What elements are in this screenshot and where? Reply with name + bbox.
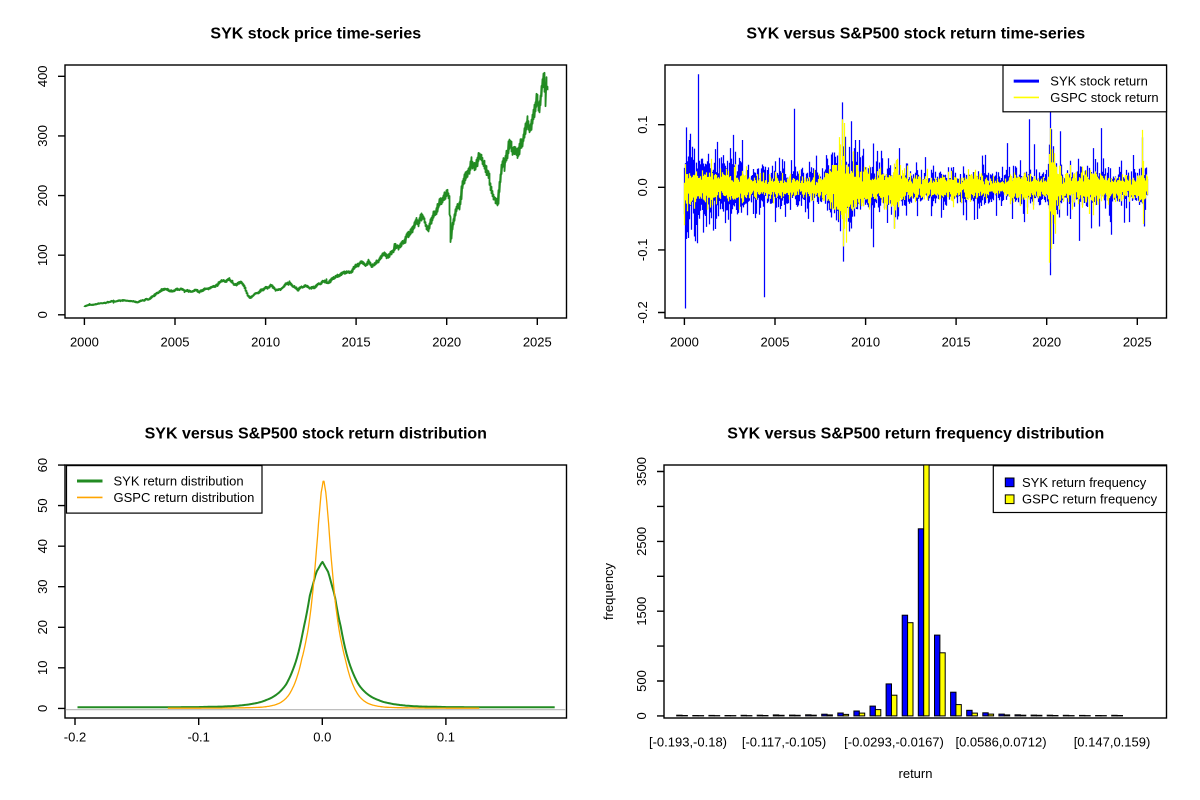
svg-text:-0.1: -0.1 <box>187 730 209 745</box>
svg-text:SYK return distribution: SYK return distribution <box>114 474 244 489</box>
svg-text:30: 30 <box>35 579 50 593</box>
svg-text:SYK stock price time-series: SYK stock price time-series <box>210 26 421 43</box>
svg-text:[-0.193,-0.18): [-0.193,-0.18) <box>649 735 727 750</box>
svg-text:0: 0 <box>35 705 50 712</box>
svg-text:2020: 2020 <box>1032 335 1061 350</box>
svg-text:-0.1: -0.1 <box>635 239 650 261</box>
svg-text:2010: 2010 <box>251 335 280 350</box>
svg-text:2015: 2015 <box>342 335 371 350</box>
svg-text:2005: 2005 <box>761 335 790 350</box>
svg-text:SYK stock return: SYK stock return <box>1050 74 1148 89</box>
svg-text:3500: 3500 <box>634 457 649 486</box>
svg-text:100: 100 <box>35 244 50 266</box>
svg-text:-0.2: -0.2 <box>635 301 650 323</box>
svg-text:0.0: 0.0 <box>313 730 331 745</box>
svg-text:0: 0 <box>35 311 50 318</box>
svg-text:2500: 2500 <box>634 527 649 556</box>
svg-text:500: 500 <box>634 670 649 692</box>
svg-text:60: 60 <box>35 458 50 472</box>
svg-text:2005: 2005 <box>161 335 190 350</box>
svg-text:GSPC stock return: GSPC stock return <box>1050 90 1158 105</box>
svg-text:GSPC return frequency: GSPC return frequency <box>1022 492 1158 507</box>
svg-text:[-0.117,-0.105): [-0.117,-0.105) <box>742 735 826 750</box>
svg-text:SYK versus S&P500 stock return: SYK versus S&P500 stock return time-seri… <box>746 26 1085 43</box>
svg-text:300: 300 <box>35 125 50 147</box>
svg-text:2025: 2025 <box>1123 335 1152 350</box>
svg-text:return: return <box>899 766 933 781</box>
svg-text:[0.0586,0.0712): [0.0586,0.0712) <box>955 735 1046 750</box>
svg-text:GSPC return distribution: GSPC return distribution <box>114 490 255 505</box>
svg-text:frequency: frequency <box>601 562 616 620</box>
svg-text:0.1: 0.1 <box>635 116 650 134</box>
svg-text:2020: 2020 <box>432 335 461 350</box>
svg-text:10: 10 <box>35 661 50 675</box>
svg-text:SYK versus S&P500 return frequ: SYK versus S&P500 return frequency distr… <box>727 426 1104 443</box>
svg-text:400: 400 <box>35 65 50 87</box>
svg-text:200: 200 <box>35 185 50 207</box>
svg-text:2000: 2000 <box>670 335 699 350</box>
svg-text:[0.147,0.159): [0.147,0.159) <box>1074 735 1151 750</box>
svg-text:0: 0 <box>634 712 649 719</box>
svg-text:0.1: 0.1 <box>437 730 455 745</box>
svg-text:[-0.0293,-0.0167): [-0.0293,-0.0167) <box>844 735 944 750</box>
svg-text:SYK return frequency: SYK return frequency <box>1022 475 1147 490</box>
svg-text:50: 50 <box>35 498 50 512</box>
svg-text:40: 40 <box>35 539 50 553</box>
svg-text:2000: 2000 <box>70 335 99 350</box>
svg-text:-0.2: -0.2 <box>64 730 86 745</box>
svg-text:20: 20 <box>35 620 50 634</box>
svg-text:2010: 2010 <box>851 335 880 350</box>
svg-text:2015: 2015 <box>942 335 971 350</box>
svg-text:1500: 1500 <box>634 597 649 626</box>
svg-text:0.0: 0.0 <box>635 178 650 196</box>
svg-text:2025: 2025 <box>523 335 552 350</box>
svg-text:SYK versus S&P500 stock return: SYK versus S&P500 stock return distribut… <box>145 426 487 443</box>
